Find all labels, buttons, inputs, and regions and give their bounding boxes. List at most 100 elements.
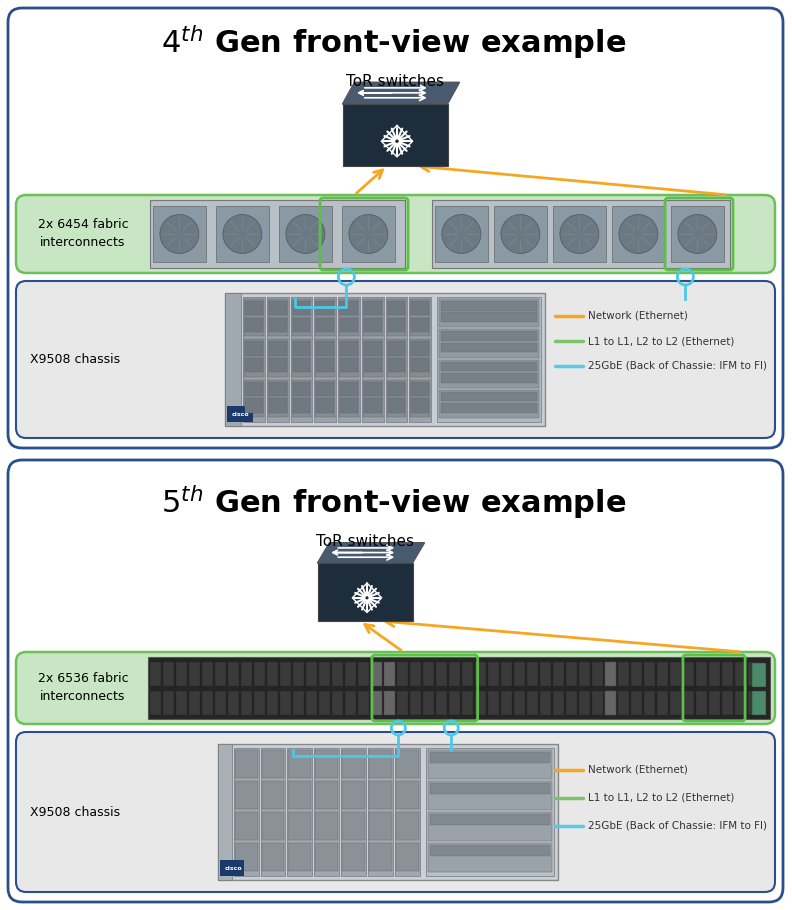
Bar xyxy=(245,399,263,412)
Circle shape xyxy=(678,215,717,254)
FancyBboxPatch shape xyxy=(16,732,775,892)
Bar xyxy=(358,691,369,714)
Bar xyxy=(428,812,552,841)
Bar xyxy=(176,662,187,685)
Bar xyxy=(244,379,264,417)
Bar xyxy=(342,207,394,262)
Bar xyxy=(386,339,406,377)
Bar xyxy=(315,750,338,778)
Circle shape xyxy=(348,215,388,254)
Bar xyxy=(441,403,537,413)
Bar xyxy=(244,299,264,337)
Bar xyxy=(340,301,358,315)
Bar xyxy=(670,691,681,714)
Bar xyxy=(241,691,252,714)
Bar xyxy=(449,662,460,685)
Bar xyxy=(644,662,655,685)
Bar xyxy=(306,691,317,714)
Circle shape xyxy=(501,215,540,254)
Bar xyxy=(396,781,419,809)
Bar xyxy=(514,691,525,714)
Bar xyxy=(362,297,383,422)
Bar xyxy=(267,691,278,714)
Bar xyxy=(228,662,239,685)
FancyBboxPatch shape xyxy=(8,8,783,448)
Bar xyxy=(254,662,265,685)
Bar xyxy=(316,341,334,356)
Bar xyxy=(397,691,408,714)
Bar xyxy=(291,379,311,417)
Bar xyxy=(339,299,359,337)
Text: Network (Ethernet): Network (Ethernet) xyxy=(588,311,688,321)
Bar xyxy=(387,359,406,372)
Bar xyxy=(364,341,382,356)
Bar xyxy=(340,318,358,332)
Bar xyxy=(202,662,213,685)
Bar xyxy=(245,301,263,315)
Bar xyxy=(202,691,213,714)
Bar xyxy=(315,339,335,377)
Bar xyxy=(225,293,545,426)
Bar xyxy=(319,691,330,714)
Bar xyxy=(189,691,200,714)
Bar xyxy=(215,691,226,714)
Bar xyxy=(439,299,539,328)
Bar xyxy=(268,381,287,396)
Bar xyxy=(306,662,317,685)
Bar xyxy=(280,662,291,685)
Bar xyxy=(268,341,287,356)
Bar xyxy=(384,691,395,714)
Bar xyxy=(441,312,537,322)
Text: X9508 chassis: X9508 chassis xyxy=(30,353,120,366)
Bar xyxy=(752,663,766,687)
Bar xyxy=(371,662,382,685)
Bar xyxy=(234,750,257,778)
Bar xyxy=(292,301,310,315)
Bar xyxy=(426,748,554,876)
Bar xyxy=(342,812,365,840)
FancyBboxPatch shape xyxy=(16,281,775,438)
Bar xyxy=(225,293,241,426)
Bar xyxy=(441,301,537,310)
Bar xyxy=(488,691,499,714)
Bar xyxy=(592,662,603,685)
Bar xyxy=(292,399,310,412)
Bar xyxy=(218,744,558,880)
Bar xyxy=(345,691,356,714)
Bar xyxy=(234,812,257,840)
Text: L1 to L1, L2 to L2 (Ethernet): L1 to L1, L2 to L2 (Ethernet) xyxy=(588,336,734,346)
Bar xyxy=(332,691,343,714)
Bar xyxy=(566,662,577,685)
Bar xyxy=(605,662,616,685)
Bar xyxy=(363,339,383,377)
Bar xyxy=(368,748,393,876)
Text: ToR switches: ToR switches xyxy=(346,75,444,89)
Bar xyxy=(709,691,720,714)
Circle shape xyxy=(223,215,262,254)
Bar xyxy=(436,691,447,714)
Bar xyxy=(527,662,538,685)
Text: $4^{th}$ Gen front-view example: $4^{th}$ Gen front-view example xyxy=(162,23,626,61)
Bar xyxy=(432,200,730,268)
Circle shape xyxy=(286,215,325,254)
Bar xyxy=(384,662,395,685)
Bar xyxy=(254,691,265,714)
Bar xyxy=(441,331,537,341)
Bar xyxy=(345,662,356,685)
Bar xyxy=(340,359,358,372)
Bar xyxy=(363,379,383,417)
Bar xyxy=(341,748,366,876)
Bar xyxy=(369,781,392,809)
Bar xyxy=(709,662,720,685)
Bar xyxy=(267,662,278,685)
Bar xyxy=(215,662,226,685)
Bar xyxy=(430,752,550,763)
Bar xyxy=(683,691,694,714)
Bar xyxy=(644,691,655,714)
Bar xyxy=(363,299,383,337)
Bar xyxy=(579,662,590,685)
Bar xyxy=(436,662,447,685)
Bar xyxy=(441,391,537,401)
Bar xyxy=(488,662,499,685)
Bar xyxy=(605,691,616,714)
